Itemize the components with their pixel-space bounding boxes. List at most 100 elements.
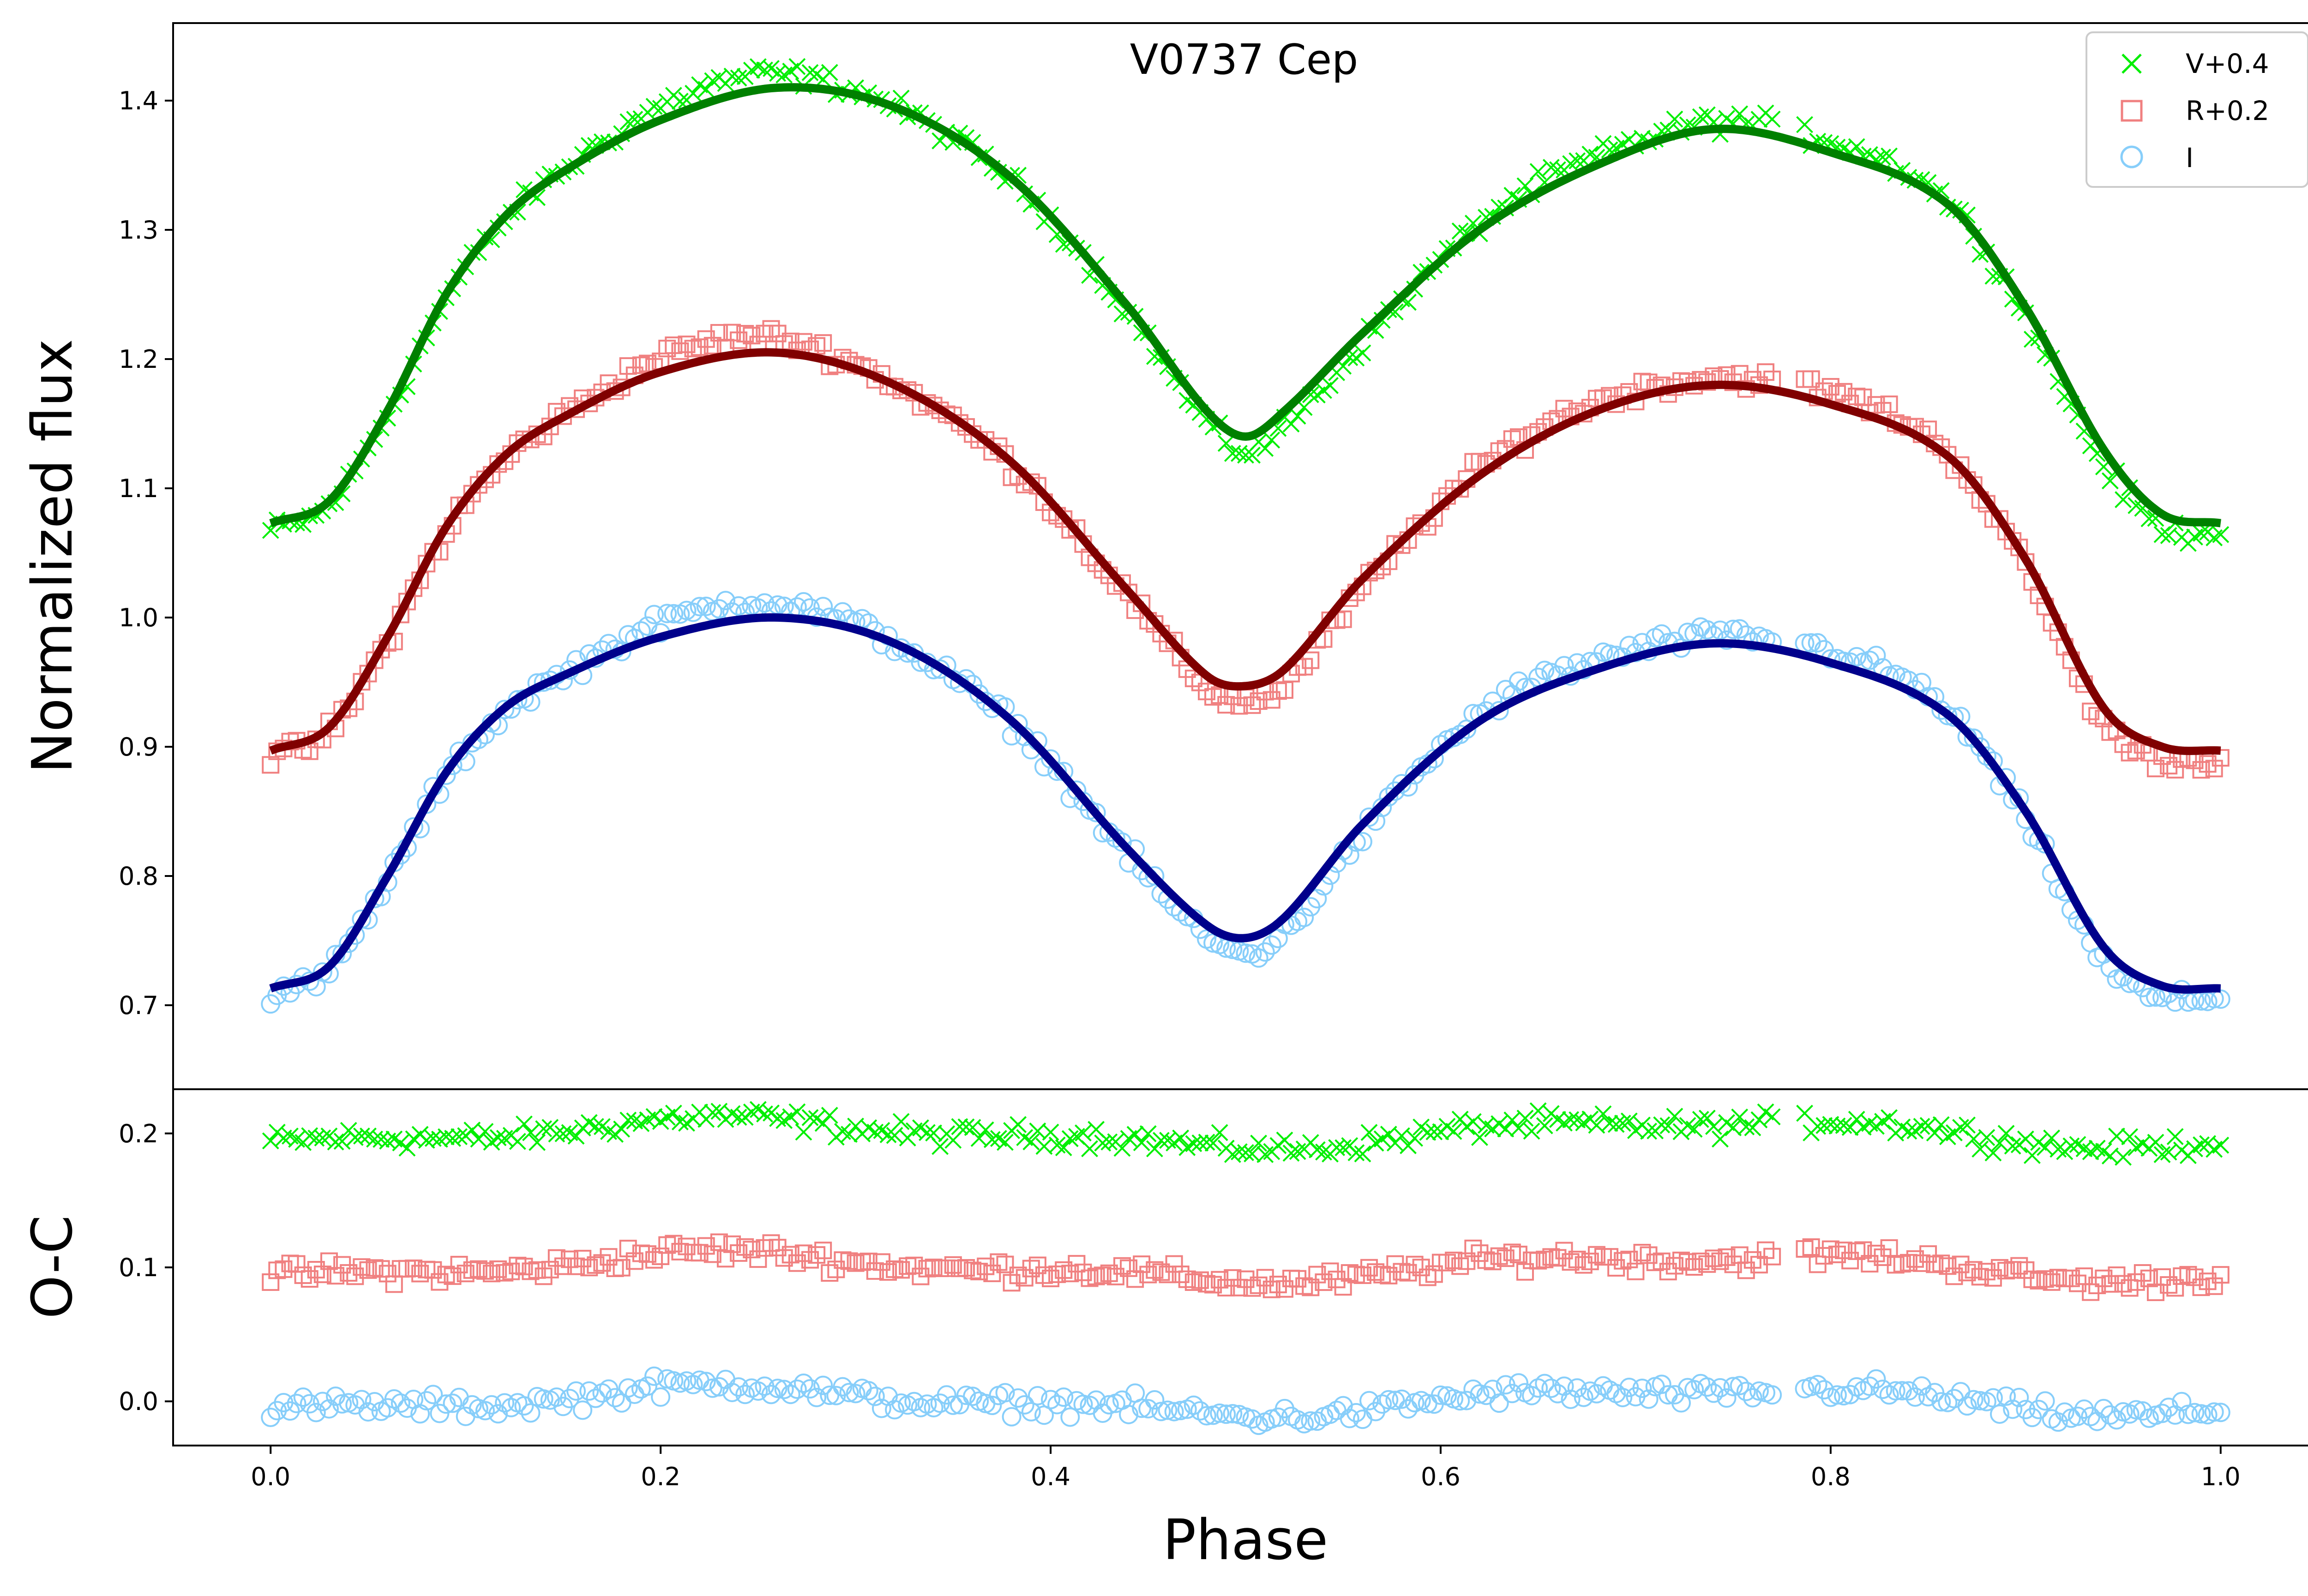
residual-point-r	[918, 1260, 936, 1278]
residual-point-r	[1990, 1259, 2008, 1277]
residual-point-i	[1184, 1395, 1203, 1415]
residual-point-i	[280, 1401, 300, 1421]
data-point-i	[793, 592, 813, 612]
residual-point-i	[1119, 1404, 1139, 1424]
top-panel-y-axis-label: Normalized flux	[21, 339, 85, 773]
residual-point-r	[2205, 1277, 2223, 1295]
data-point-r	[671, 342, 689, 360]
residual-point-r	[743, 1241, 761, 1259]
residual-point-v	[1620, 1112, 1638, 1130]
residual-point-v	[1881, 1109, 1898, 1127]
residual-point-i	[2048, 1412, 2068, 1432]
residual-point-i	[306, 1403, 326, 1422]
residual-point-r	[1373, 1266, 1391, 1284]
fit-curve-v	[269, 83, 2222, 528]
data-point-i	[1450, 725, 1470, 744]
residual-point-v	[957, 1118, 975, 1136]
residual-point-r	[645, 1251, 663, 1269]
data-point-i	[1938, 706, 1958, 726]
residual-point-v	[476, 1123, 494, 1140]
residual-point-v	[892, 1113, 910, 1130]
data-point-r	[1262, 691, 1280, 709]
residual-point-i	[1301, 1411, 1321, 1431]
residual-point-r	[1737, 1261, 1755, 1279]
residual-point-i	[1216, 1404, 1236, 1424]
residual-point-r	[1835, 1242, 1853, 1260]
residual-point-i	[1242, 1409, 1262, 1429]
residual-point-i	[2211, 1403, 2230, 1422]
residual-point-r	[1243, 1279, 1261, 1297]
residual-point-i	[534, 1389, 553, 1409]
residual-point-r	[411, 1265, 429, 1283]
residual-point-r	[1464, 1239, 1482, 1257]
residual-point-r	[424, 1261, 442, 1279]
data-point-i	[1977, 746, 1996, 766]
residual-point-r	[671, 1242, 689, 1260]
residual-point-i	[579, 1381, 599, 1401]
residual-point-v	[1445, 1122, 1462, 1140]
residual-point-r	[847, 1254, 865, 1272]
data-point-i	[1723, 619, 1743, 639]
residual-point-r	[489, 1260, 507, 1278]
data-point-v	[730, 69, 747, 87]
residual-point-i	[1372, 1394, 1392, 1414]
residual-point-r	[1899, 1254, 1917, 1272]
residual-point-i	[352, 1390, 372, 1410]
residual-point-v	[418, 1132, 435, 1149]
residual-point-i	[1430, 1385, 1450, 1405]
data-point-r	[262, 756, 280, 774]
residual-point-r	[2010, 1257, 2028, 1275]
residual-point-i	[885, 1400, 905, 1420]
data-point-r	[1503, 430, 1521, 448]
residual-point-r	[444, 1267, 462, 1285]
legend: V+0.4 R+0.2 I	[2086, 31, 2308, 188]
data-point-v	[801, 64, 819, 81]
residual-point-r	[1133, 1255, 1151, 1273]
data-point-r	[781, 332, 799, 350]
residual-point-r	[1224, 1269, 1242, 1287]
residual-point-v	[451, 1128, 468, 1146]
residual-point-r	[1165, 1255, 1183, 1273]
data-point-i	[696, 596, 716, 616]
data-point-v	[619, 113, 637, 131]
residual-point-v	[704, 1104, 721, 1121]
data-point-i	[1554, 656, 1574, 676]
data-point-i	[969, 684, 989, 704]
residual-point-r	[528, 1261, 546, 1279]
residual-point-r	[678, 1237, 696, 1255]
residual-point-v	[1822, 1116, 1839, 1133]
residual-point-r	[990, 1253, 1008, 1271]
residual-point-v	[1913, 1118, 1930, 1135]
bottom-panel-y-axis-label: O-C	[21, 1215, 85, 1319]
residual-point-r	[1627, 1262, 1645, 1280]
residual-point-i	[1561, 1389, 1581, 1409]
residual-point-r	[1620, 1250, 1638, 1268]
residual-point-i	[774, 1380, 794, 1399]
residual-point-v	[535, 1120, 553, 1138]
residual-point-i	[1359, 1391, 1379, 1410]
data-point-v	[756, 61, 773, 79]
residual-point-r	[840, 1252, 858, 1270]
residual-point-i	[2074, 1399, 2094, 1419]
residual-point-i	[586, 1388, 606, 1408]
residual-point-r	[294, 1266, 312, 1284]
residual-point-i	[781, 1385, 800, 1404]
data-point-v	[2115, 491, 2132, 509]
residual-point-r	[1821, 1240, 1839, 1258]
residual-point-v	[1744, 1119, 1761, 1136]
residual-point-v	[509, 1133, 526, 1150]
data-point-i	[1002, 726, 1022, 746]
bottom-y-tick-label: 0.0	[119, 1387, 158, 1416]
data-point-v	[1354, 344, 1371, 362]
residual-point-r	[691, 1244, 709, 1262]
residual-point-r	[1945, 1267, 1963, 1285]
residual-point-r	[1757, 1241, 1775, 1259]
residual-point-i	[787, 1380, 807, 1399]
residual-point-v	[919, 1124, 936, 1141]
residual-point-i	[982, 1396, 1002, 1416]
residual-point-i	[937, 1385, 956, 1405]
residual-point-i	[417, 1391, 437, 1411]
residual-point-v	[1952, 1119, 1969, 1136]
residual-point-v	[1282, 1145, 1300, 1162]
data-point-r	[658, 340, 676, 358]
